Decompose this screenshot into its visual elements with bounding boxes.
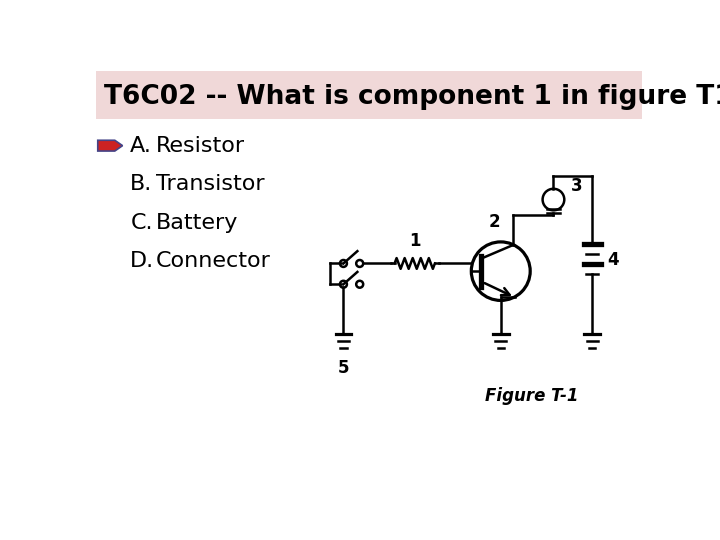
Text: Resistor: Resistor xyxy=(156,136,245,156)
Text: 5: 5 xyxy=(338,359,349,377)
Text: 3: 3 xyxy=(570,177,582,195)
FancyBboxPatch shape xyxy=(96,71,642,119)
Text: Figure T-1: Figure T-1 xyxy=(485,387,578,405)
Text: C.: C. xyxy=(130,213,153,233)
Text: B.: B. xyxy=(130,174,153,194)
Text: Battery: Battery xyxy=(156,213,238,233)
Text: 2: 2 xyxy=(489,213,500,231)
FancyArrow shape xyxy=(98,140,122,151)
Text: Connector: Connector xyxy=(156,251,271,271)
Text: 4: 4 xyxy=(608,251,619,268)
Text: Transistor: Transistor xyxy=(156,174,264,194)
Text: 1: 1 xyxy=(409,232,420,249)
Text: A.: A. xyxy=(130,136,152,156)
Text: D.: D. xyxy=(130,251,154,271)
Text: T6C02 -- What is component 1 in figure T1?: T6C02 -- What is component 1 in figure T… xyxy=(104,84,720,110)
